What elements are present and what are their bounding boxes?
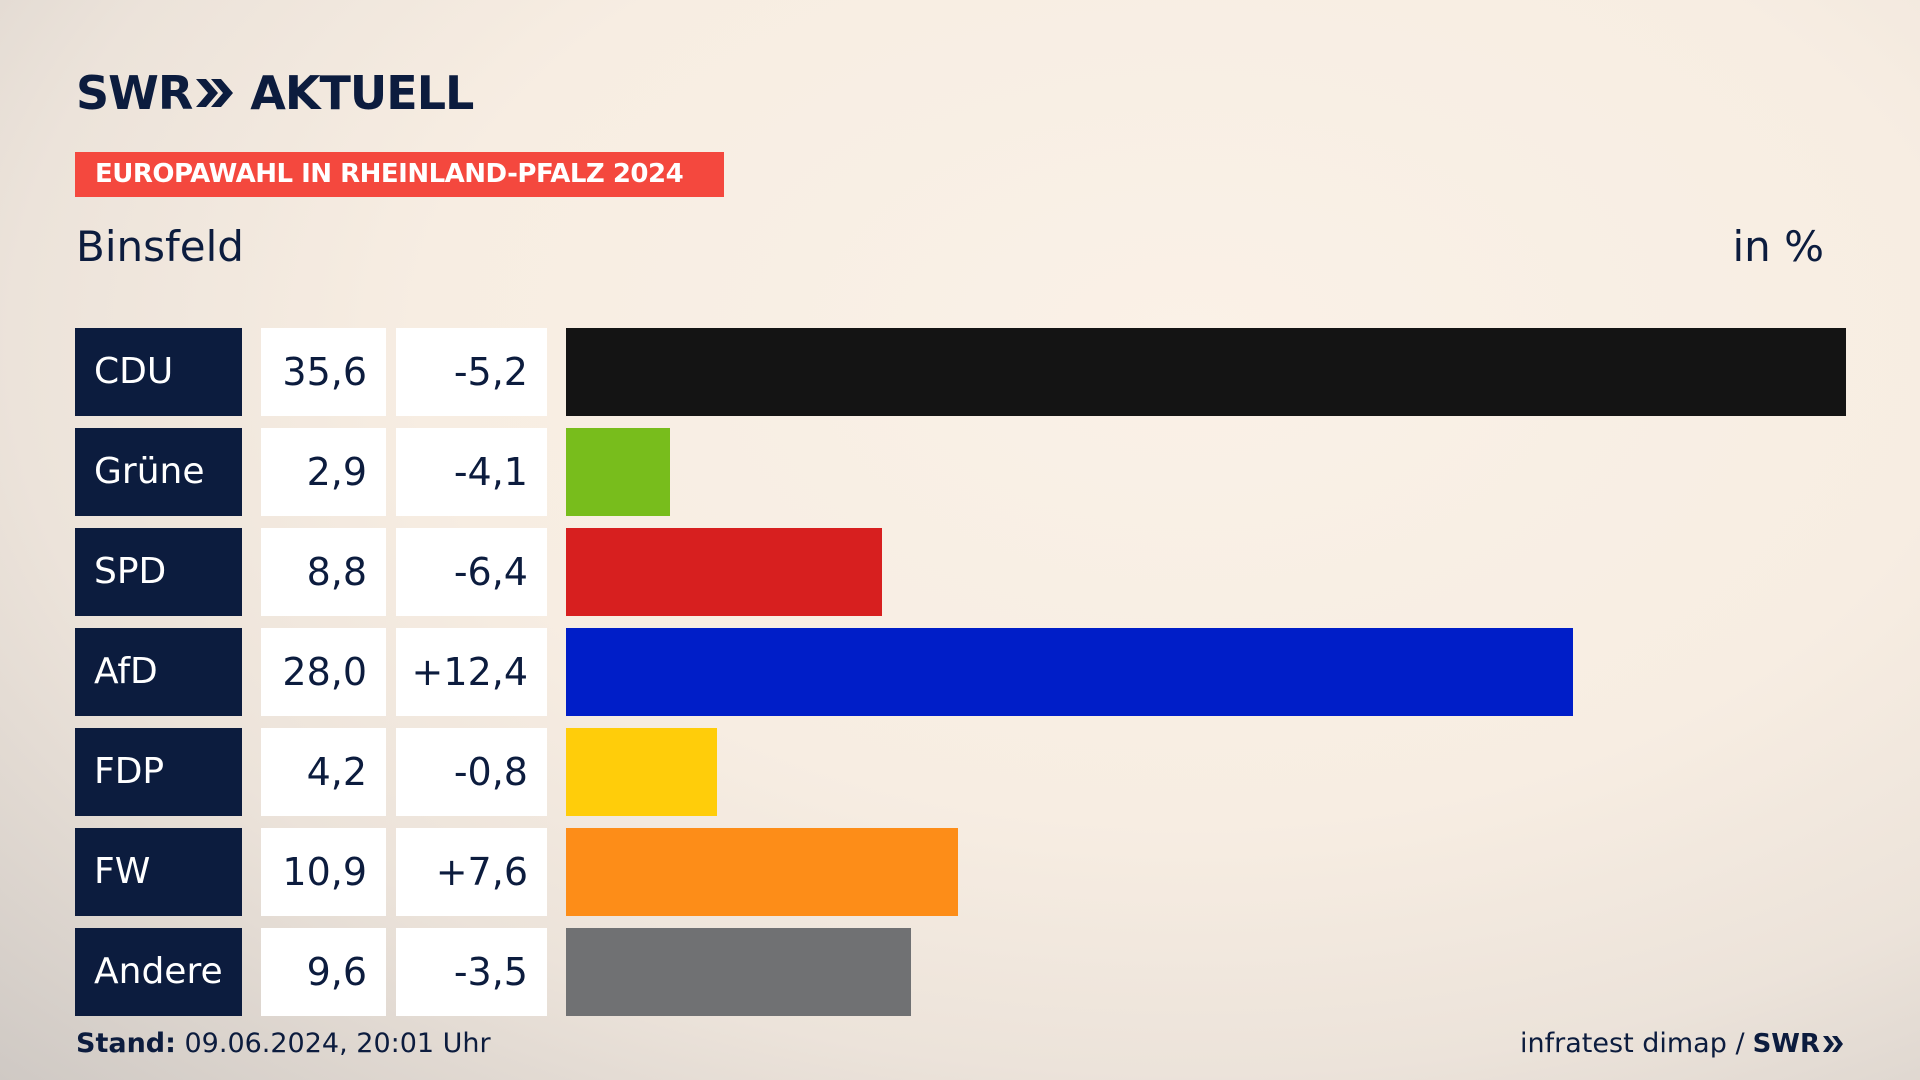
change-label: +12,4 (396, 628, 547, 716)
source-text: infratest dimap / (1520, 1028, 1745, 1059)
vote-share-label: 8,8 (261, 528, 386, 616)
vote-share-bar (566, 928, 911, 1016)
result-row: CDU 35,6 -5,2 (75, 328, 1846, 416)
vote-share-label: 2,9 (261, 428, 386, 516)
source-credit: infratest dimap / SWR (1520, 1028, 1844, 1059)
vote-share-bar (566, 728, 717, 816)
party-label: CDU (75, 328, 242, 416)
change-label: -5,2 (396, 328, 547, 416)
result-row: Grüne 2,9 -4,1 (75, 428, 1846, 516)
logo-swr-text: SWR (76, 66, 193, 120)
place-title: Binsfeld (76, 222, 244, 271)
vote-share-bar (566, 528, 882, 616)
vote-share-label: 28,0 (261, 628, 386, 716)
vote-share-bar (566, 328, 1846, 416)
change-label: -0,8 (396, 728, 547, 816)
vote-share-label: 4,2 (261, 728, 386, 816)
vote-share-bar (566, 628, 1573, 716)
party-label: AfD (75, 628, 242, 716)
vote-share-label: 35,6 (261, 328, 386, 416)
vote-share-bar (566, 828, 958, 916)
election-title-banner: EUROPAWAHL IN RHEINLAND-PFALZ 2024 (75, 152, 724, 197)
party-label: FW (75, 828, 242, 916)
vote-share-label: 9,6 (261, 928, 386, 1016)
change-label: -3,5 (396, 928, 547, 1016)
result-row: AfD 28,0 +12,4 (75, 628, 1846, 716)
double-chevron-icon (196, 79, 234, 107)
timestamp-value: 09.06.2024, 20:01 Uhr (175, 1028, 491, 1059)
change-label: -6,4 (396, 528, 547, 616)
change-label: -4,1 (396, 428, 547, 516)
swr-aktuell-logo: SWR AKTUELL (76, 66, 474, 120)
result-row: FW 10,9 +7,6 (75, 828, 1846, 916)
result-row: FDP 4,2 -0,8 (75, 728, 1846, 816)
timestamp-label: Stand: (76, 1028, 176, 1059)
party-label: FDP (75, 728, 242, 816)
result-row: Andere 9,6 -3,5 (75, 928, 1846, 1016)
source-swr-brand: SWR (1752, 1028, 1820, 1059)
change-label: +7,6 (396, 828, 547, 916)
logo-aktuell-text: AKTUELL (250, 66, 474, 120)
vote-share-label: 10,9 (261, 828, 386, 916)
party-label: Andere (75, 928, 242, 1016)
unit-label: in % (1732, 222, 1824, 271)
double-chevron-icon (1823, 1035, 1843, 1052)
result-row: SPD 8,8 -6,4 (75, 528, 1846, 616)
party-label: Grüne (75, 428, 242, 516)
vote-share-bar (566, 428, 670, 516)
party-label: SPD (75, 528, 242, 616)
timestamp: Stand: 09.06.2024, 20:01 Uhr (76, 1028, 491, 1059)
